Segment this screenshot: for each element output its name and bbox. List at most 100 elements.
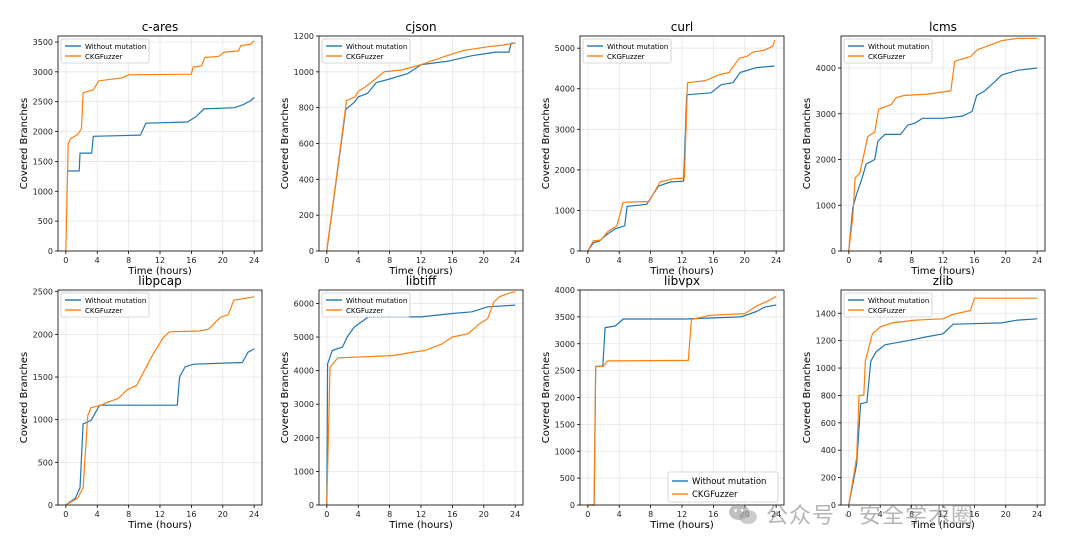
chart-title: libvpx [664,274,700,288]
y-axis-label: Covered Branches [541,352,552,443]
y-tick-label: 0 [570,247,575,256]
y-tick-label: 1000 [816,364,836,373]
x-tick-label: 0 [585,256,590,265]
y-tick-label: 2000 [555,394,575,403]
x-tick-label: 12 [155,256,165,265]
x-tick-label: 4 [356,510,361,519]
y-tick-label: 600 [821,419,836,428]
x-tick-label: 16 [708,510,718,519]
subplot-libvpx: 0 4 8 12 16 20 24 0 500 1000 1500 2000 2500 3000 3500 4… [541,274,785,531]
y-tick-label: 1000 [555,206,575,215]
legend-label: CKGFuzzer [692,490,738,500]
legend-label: Without mutation [868,43,929,51]
legend: Without mutation CKGFuzzer [60,38,150,64]
x-tick-label: 20 [218,256,228,265]
y-tick-label: 1400 [816,309,836,318]
series-line-ckgfuzzer [848,297,1038,506]
y-axis-label: Covered Branches [19,98,30,189]
y-tick-label: 500 [38,217,53,226]
y-tick-label: 0 [48,501,53,510]
x-tick-label: 4 [878,510,883,519]
x-tick-label: 8 [126,510,131,519]
legend-label: CKGFuzzer [346,53,384,61]
x-tick-label: 16 [447,510,457,519]
x-tick-label: 20 [218,510,228,519]
y-tick-label: 400 [299,175,314,184]
x-tick-label: 4 [356,256,361,265]
x-tick-label: 16 [708,256,718,265]
legend-box [582,38,672,64]
series-line-ckgfuzzer [65,296,255,506]
y-tick-label: 4000 [816,64,836,73]
x-tick-label: 20 [740,510,750,519]
x-tick-label: 8 [648,510,653,519]
x-tick-label: 4 [95,510,100,519]
x-axis-label: Time (hours) [388,520,453,531]
y-tick-label: 800 [821,391,836,400]
y-tick-label: 3000 [816,110,836,119]
x-tick-label: 20 [1001,510,1011,519]
y-tick-label: 0 [831,501,836,510]
chart-title: curl [671,20,693,34]
y-tick-label: 0 [309,247,314,256]
x-tick-label: 4 [617,256,622,265]
y-tick-label: 5000 [294,333,314,342]
series-line-without-mutation [848,67,1038,252]
y-axis-label: Covered Branches [802,352,813,443]
y-tick-label: 2500 [555,367,575,376]
y-axis-label: Covered Branches [541,98,552,189]
legend-label: Without mutation [346,297,407,305]
y-tick-label: 500 [38,458,53,467]
series-line-ckgfuzzer [65,40,255,252]
y-tick-label: 800 [299,104,314,113]
legend-label: Without mutation [692,477,766,487]
y-tick-label: 2500 [33,288,53,297]
x-tick-label: 24 [1032,256,1042,265]
x-tick-label: 16 [186,510,196,519]
y-axis-label: Covered Branches [280,352,291,443]
y-tick-label: 1500 [33,373,53,382]
legend-box [321,38,411,64]
subplot-lcms: 0 4 8 12 16 20 24 0 1000 2000 3000 4000 lcms Time (ho… [802,20,1046,277]
chart-title: libpcap [138,274,181,288]
x-axis-label: Time (hours) [127,520,192,531]
series-line-without-mutation [848,318,1038,506]
legend-label: CKGFuzzer [85,307,123,315]
y-tick-label: 2000 [816,156,836,165]
legend-box [843,38,933,64]
y-tick-label: 1000 [816,201,836,210]
y-tick-label: 3500 [33,38,53,47]
x-tick-label: 8 [387,510,392,519]
y-tick-label: 1200 [816,337,836,346]
x-axis-label: Time (hours) [649,266,714,277]
x-tick-label: 0 [324,510,329,519]
x-tick-label: 12 [677,256,687,265]
subplot-curl: 0 4 8 12 16 20 24 0 1000 2000 3000 4000 5000 curl Time… [541,20,785,277]
y-tick-label: 3000 [294,400,314,409]
x-axis-label: Time (hours) [910,266,975,277]
chart-title: cjson [405,20,436,34]
x-axis-label: Time (hours) [127,266,192,277]
subplot-libpcap: 0 4 8 12 16 20 24 0 500 1000 1500 2000 2500 libpcap Ti… [19,274,263,531]
legend-label: CKGFuzzer [346,307,384,315]
legend-box [843,292,933,318]
legend-label: CKGFuzzer [868,53,906,61]
x-tick-label: 24 [771,510,781,519]
x-tick-label: 12 [938,510,948,519]
x-tick-label: 0 [324,256,329,265]
y-tick-label: 3000 [555,340,575,349]
x-tick-label: 24 [249,256,259,265]
y-tick-label: 0 [48,247,53,256]
subplot-c-ares: 0 4 8 12 16 20 24 0 500 1000 1500 2000 2500 3000 3500 c… [19,20,263,277]
x-tick-label: 8 [909,510,914,519]
legend-box [321,292,411,318]
y-tick-label: 3000 [33,68,53,77]
legend-label: Without mutation [607,43,668,51]
x-tick-label: 4 [95,256,100,265]
y-tick-label: 2000 [555,166,575,175]
y-tick-label: 0 [570,501,575,510]
series-line-without-mutation [65,348,255,506]
y-tick-label: 4000 [555,286,575,295]
series-line-without-mutation [67,97,255,172]
x-tick-label: 8 [387,256,392,265]
